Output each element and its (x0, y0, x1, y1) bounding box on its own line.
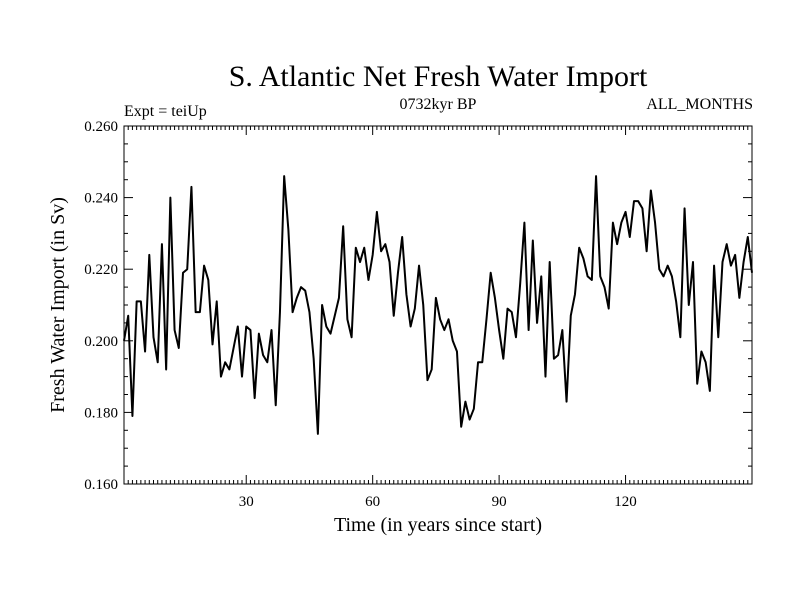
y-tick-label: 0.260 (84, 119, 118, 135)
x-axis: 30 60 90 120 (123, 126, 753, 510)
y-tick-label: 0.160 (84, 477, 118, 493)
y-tick-label: 0.220 (84, 262, 118, 278)
x-tick-label: 120 (614, 494, 637, 510)
x-tick-label: 30 (239, 494, 254, 510)
series-line (123, 175, 753, 435)
x-tick-label: 60 (365, 494, 380, 510)
experiment-label: Expt = teiUp (124, 103, 207, 120)
y-axis: 0.160 0.180 0.200 0.220 0.240 0.260 (84, 119, 752, 493)
x-axis-label: Time (in years since start) (334, 514, 542, 536)
y-tick-label: 0.240 (84, 191, 118, 207)
plot-area: 30 60 90 120 0.160 0.180 0.200 0.220 0.240 0.260 (84, 119, 753, 510)
x-tick-label: 90 (492, 494, 507, 510)
y-tick-label: 0.180 (84, 405, 118, 421)
period-label: 0732kyr BP (400, 96, 477, 113)
y-tick-label: 0.200 (84, 334, 118, 350)
months-label: ALL_MONTHS (646, 96, 753, 113)
chart-title: S. Atlantic Net Fresh Water Import (229, 60, 648, 93)
y-axis-label: Fresh Water Import (in Sv) (47, 197, 69, 413)
